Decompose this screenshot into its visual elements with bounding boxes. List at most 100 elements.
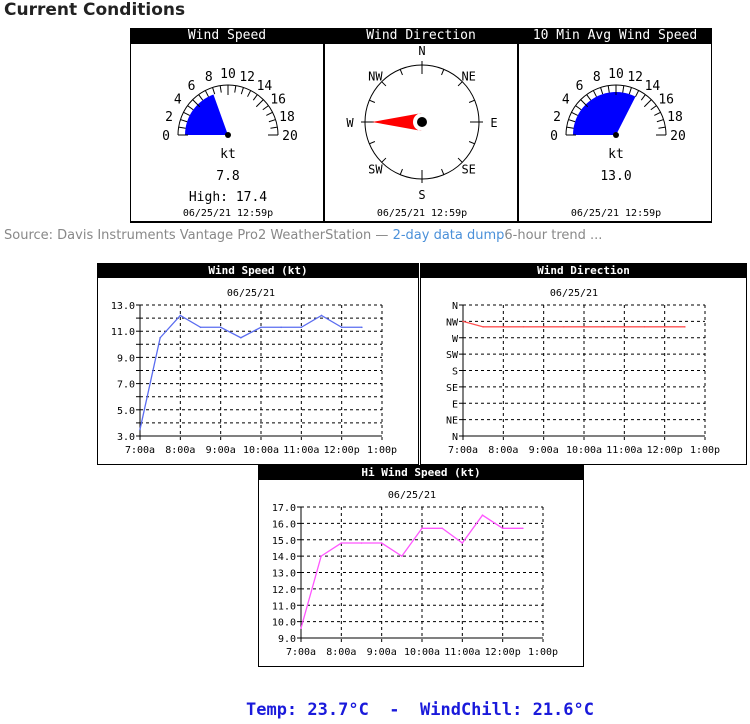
- x-tick-label: 10:00a: [404, 647, 440, 658]
- data-point: [522, 326, 525, 328]
- x-tick-label: 12:00p: [647, 445, 683, 456]
- tick-mark: [640, 94, 646, 101]
- x-tick-label: 10:00a: [243, 445, 279, 456]
- tick-mark: [234, 85, 237, 93]
- data-point: [280, 326, 282, 329]
- y-tick-label: 9.0: [278, 634, 296, 645]
- x-tick-label: 11:00a: [606, 445, 642, 456]
- y-tick-label: 11.0: [111, 327, 135, 338]
- data-point: [361, 326, 363, 329]
- data-point: [320, 314, 323, 317]
- data-point: [522, 527, 524, 530]
- compass-label-ne: NE: [461, 69, 475, 83]
- tick-mark: [178, 126, 186, 129]
- chart-subtitle: 06/25/21: [550, 288, 598, 299]
- tick-label: 8: [593, 70, 601, 85]
- data-point: [421, 527, 423, 530]
- compass-label-n: N: [418, 44, 425, 58]
- y-tick-label: 13.0: [272, 569, 296, 580]
- tick-mark: [198, 94, 204, 101]
- tick-mark: [270, 126, 278, 129]
- tick-mark: [628, 87, 632, 95]
- tick-label: 12: [239, 70, 255, 85]
- tick-mark: [575, 105, 582, 111]
- needle-pivot: [225, 132, 231, 138]
- separator: -: [368, 700, 420, 720]
- x-tick-label: 1:00p: [528, 647, 558, 658]
- tick-mark: [592, 90, 597, 97]
- y-tick-label: 5.0: [117, 406, 135, 417]
- trend-text[interactable]: 6-hour trend ...: [504, 228, 603, 243]
- y-tick-label: E: [452, 399, 458, 410]
- unit-label: kt: [220, 147, 236, 162]
- tick-label: 10: [608, 67, 624, 82]
- x-tick-label: 12:00p: [485, 647, 521, 658]
- tick-label: 14: [645, 79, 661, 94]
- tick-mark: [212, 87, 216, 95]
- data-point: [340, 326, 343, 329]
- tick-mark: [656, 119, 664, 123]
- wind-direction-chart: Wind Direction 06/25/21 N NE E SE S SW W NW N 7:00a…: [420, 263, 747, 465]
- source-text: Source: Davis Instruments Vantage Pro2 W…: [4, 228, 393, 243]
- compass-tick: [399, 69, 403, 76]
- compass-tick: [457, 157, 463, 163]
- tick-mark: [643, 99, 652, 108]
- y-tick-label: 15.0: [272, 536, 296, 547]
- tick-mark: [204, 90, 209, 97]
- tick-label: 0: [550, 129, 558, 144]
- y-tick-label: 13.0: [111, 301, 135, 312]
- tick-mark: [635, 90, 640, 97]
- x-tick-label: 8:00a: [165, 445, 195, 456]
- data-point: [179, 314, 182, 317]
- gauge-header: Wind Direction: [325, 28, 517, 44]
- x-tick-label: 8:00a: [488, 445, 518, 456]
- x-tick-label: 7:00a: [448, 445, 478, 456]
- data-point: [199, 326, 202, 329]
- tick-mark: [266, 111, 273, 116]
- tick-label: 2: [553, 110, 561, 125]
- x-tick-label: 12:00p: [324, 445, 360, 456]
- source-line: Source: Davis Instruments Vantage Pro2 W…: [4, 228, 602, 243]
- speed-value: 7.8: [216, 169, 239, 184]
- tick-label: 12: [627, 70, 643, 85]
- timestamp: 06/25/21 12:59p: [377, 208, 467, 219]
- tick-label: 6: [576, 79, 584, 94]
- compass-tick: [381, 157, 387, 163]
- data-point: [300, 627, 302, 629]
- tick-mark: [255, 99, 264, 108]
- compass-label-nw: NW: [368, 69, 383, 83]
- data-point: [360, 542, 363, 544]
- timestamp: 06/25/21 12:59p: [183, 208, 273, 219]
- arrow-pivot: [417, 117, 427, 127]
- speed-fill: [185, 94, 228, 135]
- data-point: [340, 542, 343, 544]
- y-tick-label: 17.0: [272, 503, 296, 514]
- data-point: [461, 542, 464, 544]
- tick-label: 18: [667, 110, 683, 125]
- compass-tick: [369, 99, 376, 103]
- y-tick-label: SE: [446, 383, 458, 394]
- tick-mark: [654, 111, 661, 116]
- x-tick-label: 7:00a: [125, 445, 155, 456]
- tick-mark: [240, 87, 244, 95]
- tick-label: 0: [162, 129, 170, 144]
- compass-tick: [468, 99, 475, 103]
- tick-mark: [607, 85, 610, 93]
- x-tick-label: 1:00p: [690, 445, 720, 456]
- data-dump-link[interactable]: 2-day data dump: [392, 228, 505, 243]
- x-tick-label: 8:00a: [326, 647, 356, 658]
- y-tick-label: N: [452, 301, 458, 312]
- y-tick-label: N: [452, 432, 458, 443]
- data-point: [219, 326, 222, 329]
- data-point: [542, 326, 545, 328]
- tick-mark: [600, 87, 604, 95]
- tick-label: 8: [205, 70, 213, 85]
- y-tick-label: 11.0: [272, 601, 296, 612]
- data-point: [320, 555, 322, 557]
- tick-mark: [268, 119, 276, 123]
- data-point: [502, 326, 505, 328]
- y-tick-label: SW: [446, 350, 459, 361]
- x-tick-label: 11:00a: [283, 445, 319, 456]
